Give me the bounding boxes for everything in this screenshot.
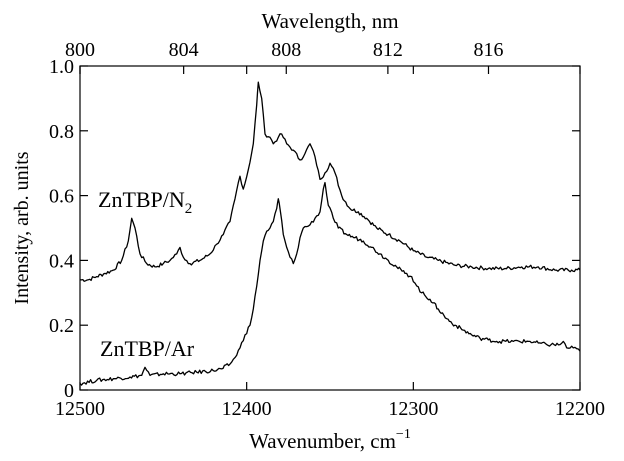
x2-tick-label: 816 xyxy=(473,39,503,61)
x-tick-label: 12400 xyxy=(222,398,272,420)
x-tick-label: 12200 xyxy=(555,398,605,420)
y-tick-label: 0.4 xyxy=(49,250,74,272)
series-line-1 xyxy=(79,181,581,386)
x-axis-title-superscript: −1 xyxy=(396,427,411,442)
series-label-n2: ZnTBP/N2 xyxy=(98,187,192,217)
y-tick-label: 0 xyxy=(64,380,74,402)
x2-tick-label: 804 xyxy=(169,39,199,61)
y-tick-label: 0.6 xyxy=(49,186,74,208)
x2-tick-label: 808 xyxy=(271,39,301,61)
y-axis-title: Intensity, arb. units xyxy=(11,151,33,304)
x2-tick-label: 812 xyxy=(373,39,403,61)
series-line-0 xyxy=(79,81,581,282)
x-axis-title-text: Wavenumber, cm xyxy=(249,429,396,453)
series-label-n2-text: ZnTBP/N xyxy=(98,187,185,212)
plot-frame xyxy=(79,65,581,391)
x-tick-label: 12500 xyxy=(55,398,105,420)
series-label-n2-subscript: 2 xyxy=(185,201,193,217)
x-tick-label: 12300 xyxy=(388,398,438,420)
y-tick-label: 1.0 xyxy=(49,56,74,78)
axis-ticks: 12500 12400 12300 12200 800 804 808 812 816 0 0.2 0… xyxy=(49,39,605,420)
series-label-ar: ZnTBP/Ar xyxy=(100,336,195,361)
y-tick-label: 0.2 xyxy=(49,315,74,337)
x2-tick-label: 800 xyxy=(65,39,95,61)
y-tick-label: 0.8 xyxy=(49,121,74,143)
x-axis-title: Wavenumber, cm−1 xyxy=(249,427,411,453)
x2-axis-title: Wavelength, nm xyxy=(261,9,398,33)
series-group xyxy=(79,81,581,386)
